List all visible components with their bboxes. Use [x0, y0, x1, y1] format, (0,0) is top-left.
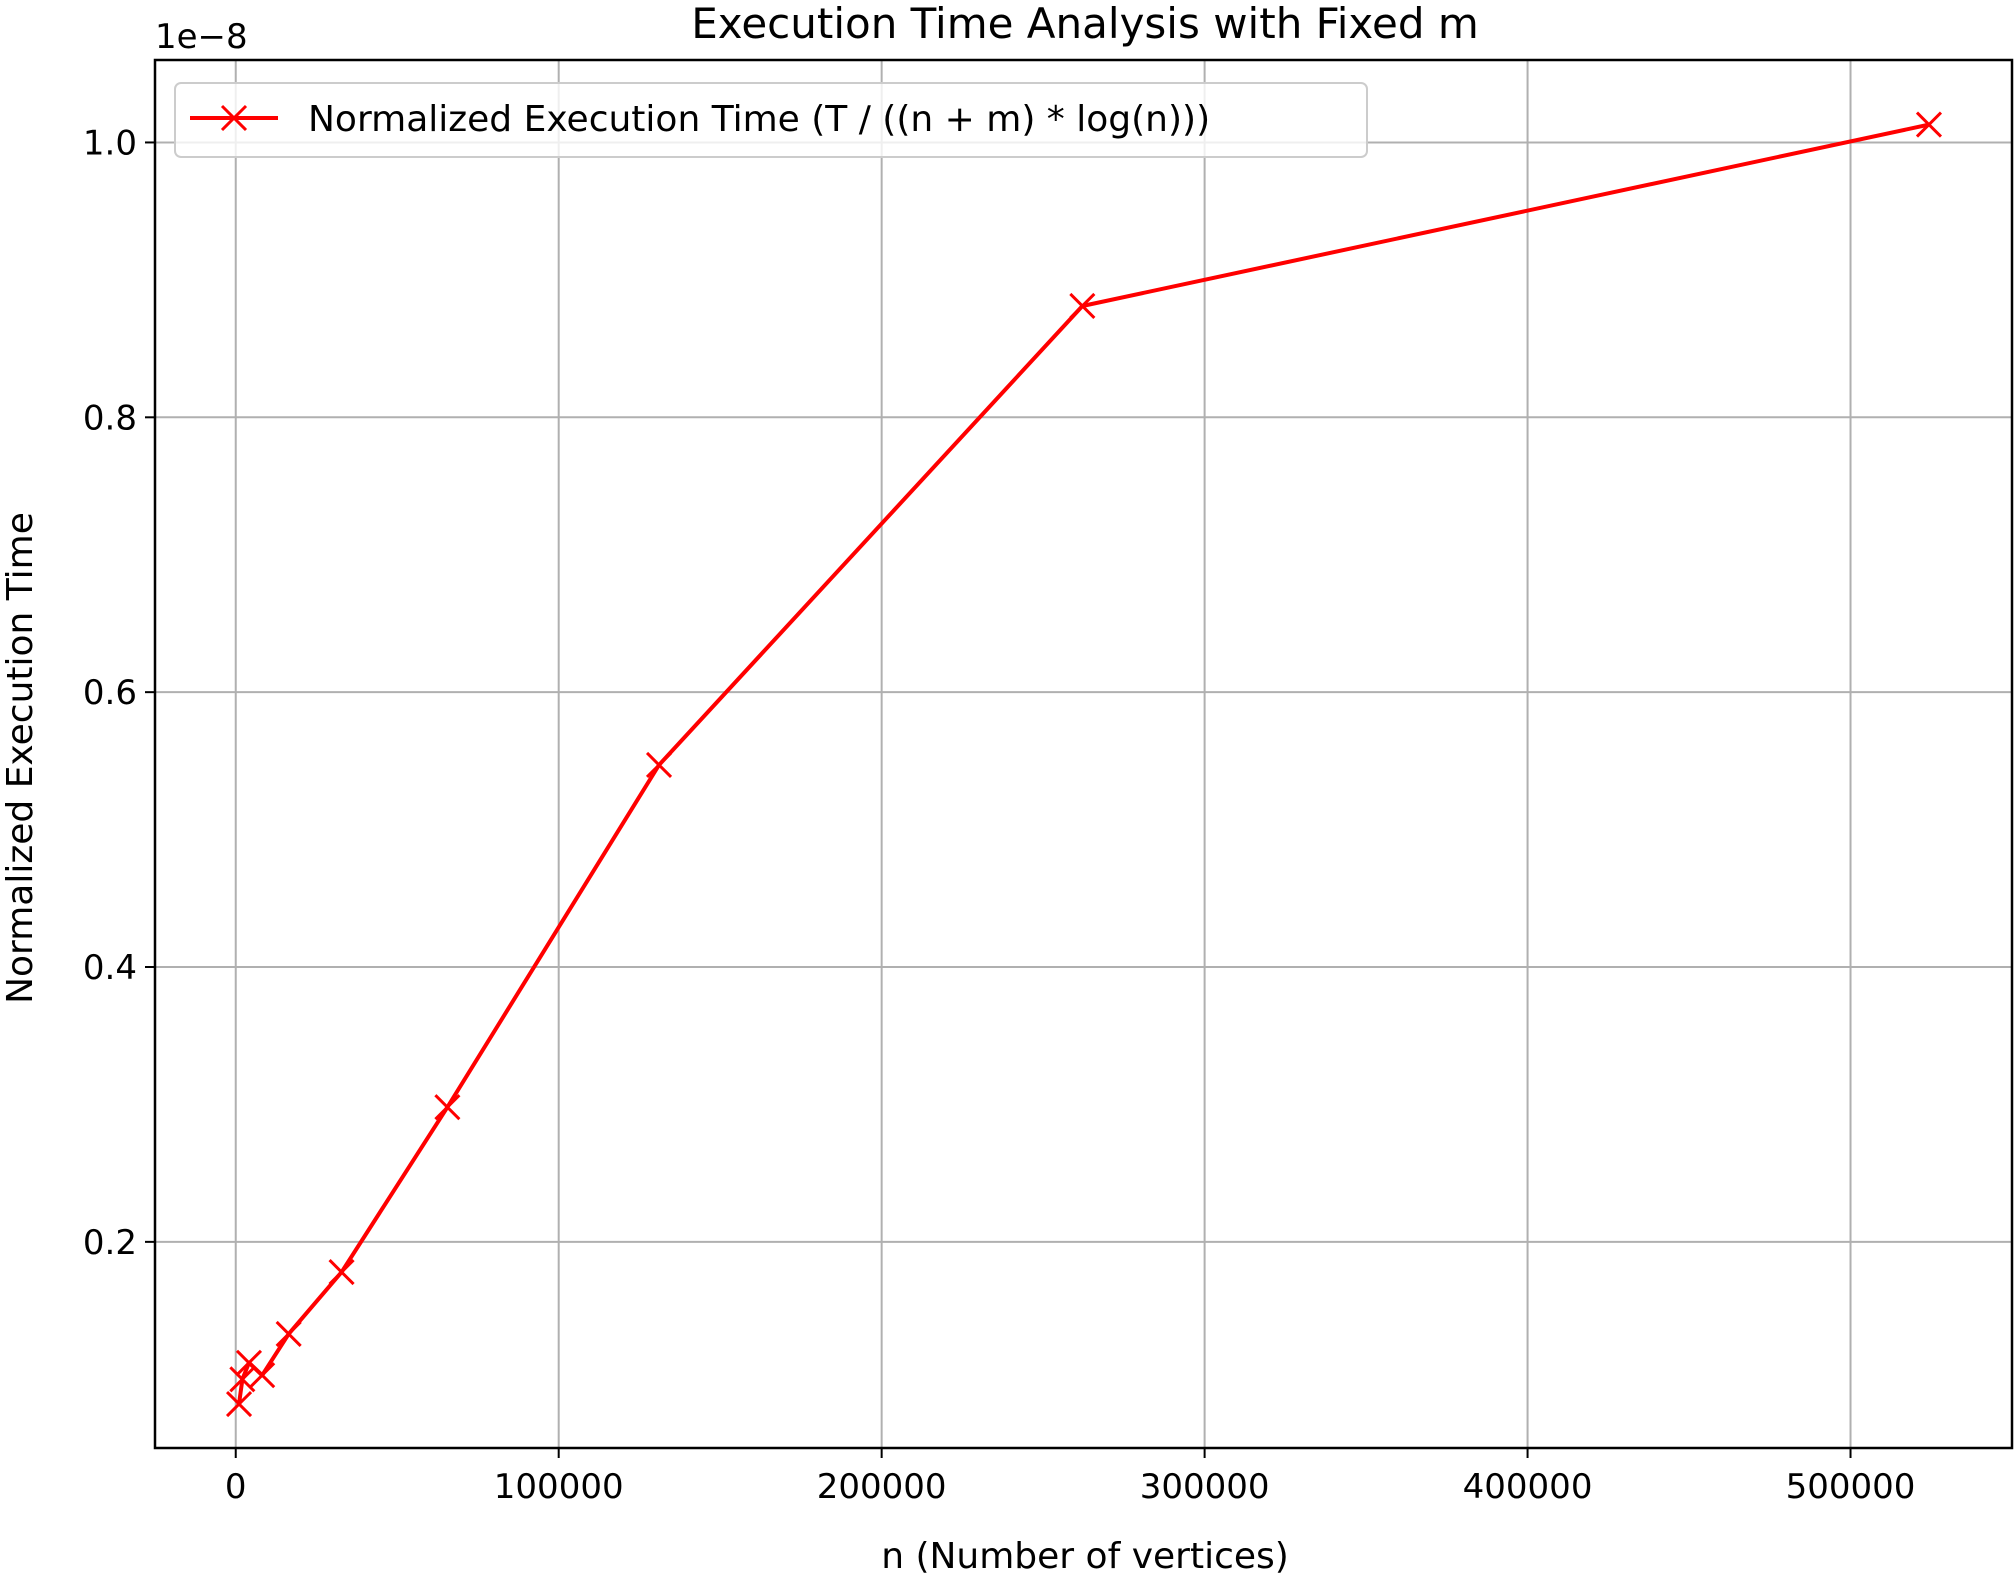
x-tick-label: 500000: [1786, 1467, 1916, 1507]
x-axis-ticks: 0 100000 200000 300000 400000 500000: [225, 1448, 1916, 1507]
x-tick-label: 400000: [1463, 1467, 1593, 1507]
data-point: [434, 1094, 461, 1121]
marker-stroke: [235, 1349, 263, 1376]
x-axis-label: n (Number of vertices): [881, 1536, 1289, 1577]
y-offset-label: 1e−8: [155, 17, 248, 57]
marker-stroke: [220, 104, 248, 132]
marker-stroke: [1069, 292, 1096, 320]
y-tick-label: 0.6: [83, 673, 137, 713]
y-axis-label: Normalized Execution Time: [0, 512, 41, 1004]
marker-stroke: [275, 1320, 302, 1347]
marker-stroke: [249, 1362, 276, 1389]
data-point: [328, 1259, 355, 1286]
data-point: [249, 1362, 276, 1389]
y-tick-label: 0.4: [83, 948, 137, 988]
legend-label: Normalized Execution Time (T / ((n + m) …: [308, 99, 1210, 140]
series-layer: [225, 111, 1943, 1418]
y-tick-label: 0.2: [83, 1223, 137, 1263]
marker-stroke: [229, 1366, 256, 1393]
marker-stroke: [328, 1259, 355, 1286]
legend-marker-glyph: [220, 104, 248, 132]
data-point: [275, 1320, 302, 1347]
x-tick-label: 100000: [494, 1467, 624, 1507]
legend: Normalized Execution Time (T / ((n + m) …: [174, 82, 1368, 158]
marker-stroke: [225, 1390, 253, 1418]
marker-stroke: [645, 751, 673, 779]
y-axis-ticks: 0.2 0.4 0.6 0.8 1.0: [83, 123, 155, 1263]
legend-marker-x: [220, 104, 248, 132]
data-point: [225, 1390, 253, 1418]
plot-frame: [153, 58, 2014, 1450]
y-tick-label: 1.0: [83, 123, 137, 163]
chart-title: Execution Time Analysis with Fixed m: [691, 0, 1479, 48]
marker-stroke: [1915, 111, 1943, 138]
y-tick-label: 0.8: [83, 398, 137, 438]
data-point: [1069, 292, 1096, 320]
data-point: [645, 751, 673, 779]
x-tick-label: 200000: [817, 1467, 947, 1507]
legend-box: [174, 82, 1368, 158]
marker-stroke: [434, 1094, 461, 1121]
x-tick-label: 0: [225, 1467, 247, 1507]
series-line: [237, 122, 1930, 1405]
data-point: [1915, 111, 1943, 138]
x-tick-label: 300000: [1140, 1467, 1270, 1507]
